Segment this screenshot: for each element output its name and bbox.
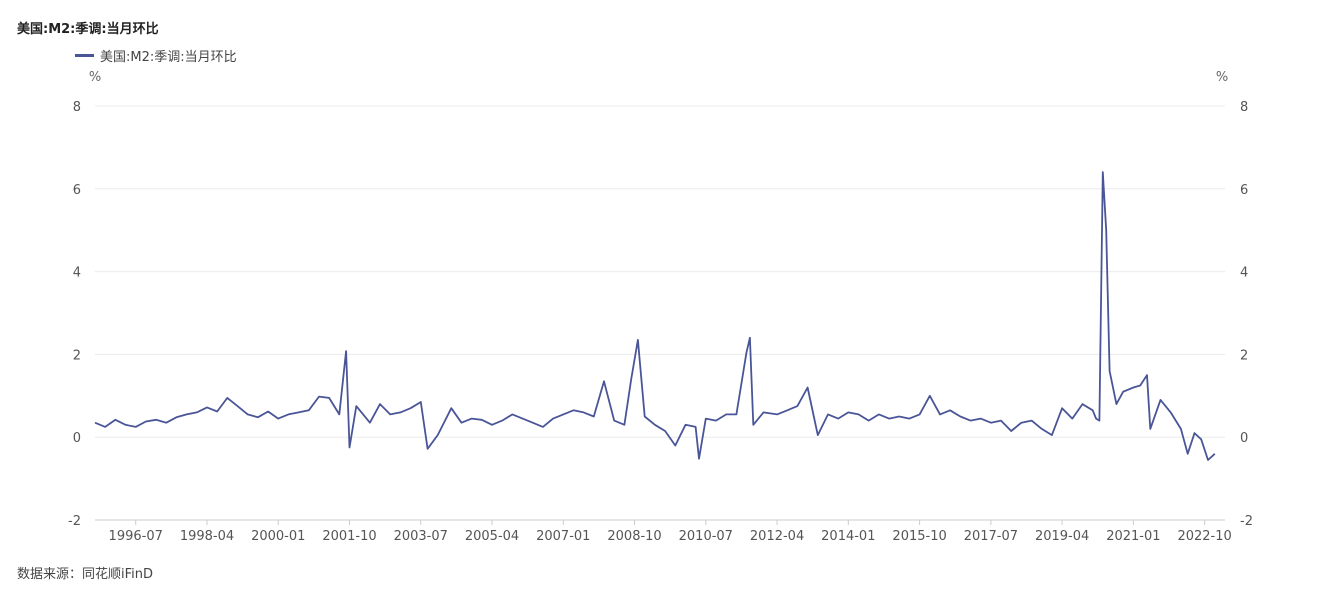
x-tick-label: 2010-07 bbox=[679, 529, 733, 544]
y-tick-label-right: 6 bbox=[1240, 183, 1248, 198]
x-tick-label: 2008-10 bbox=[607, 529, 661, 544]
y-tick-label-right: 4 bbox=[1240, 266, 1248, 281]
y-axis-right: % 8 6 4 2 0 -2 bbox=[1216, 70, 1253, 529]
x-tick-label: 2003-07 bbox=[394, 529, 448, 544]
x-tick-label: 1996-07 bbox=[109, 529, 163, 544]
x-tick-label: 2012-04 bbox=[750, 529, 804, 544]
y-tick-label-right: 8 bbox=[1240, 100, 1248, 115]
y-tick-label-left: 8 bbox=[73, 100, 81, 115]
y-unit-left: % bbox=[89, 70, 101, 85]
legend-swatch bbox=[75, 54, 94, 57]
y-unit-right: % bbox=[1216, 70, 1228, 85]
y-tick-label-left: 4 bbox=[73, 266, 81, 281]
x-axis: 1996-07 1998-04 2000-01 2001-10 2003-07 2005-… bbox=[109, 520, 1232, 544]
y-tick-label-right: 0 bbox=[1240, 431, 1248, 446]
y-tick-label-left: 6 bbox=[73, 183, 81, 198]
y-tick-label-left: 0 bbox=[73, 431, 81, 446]
x-tick-label: 2001-10 bbox=[322, 529, 376, 544]
x-tick-label: 2007-01 bbox=[536, 529, 590, 544]
x-tick-label: 2005-04 bbox=[465, 529, 519, 544]
x-tick-label: 2014-01 bbox=[821, 529, 875, 544]
y-axis-left: % 8 6 4 2 0 -2 bbox=[68, 70, 101, 529]
x-tick-label: 1998-04 bbox=[180, 529, 234, 544]
data-source: 数据来源：同花顺iFinD bbox=[17, 567, 154, 582]
x-tick-label: 2017-07 bbox=[964, 529, 1018, 544]
x-tick-label: 2015-10 bbox=[892, 529, 946, 544]
y-tick-label-left: 2 bbox=[73, 348, 81, 363]
x-tick-label: 2022-10 bbox=[1177, 529, 1231, 544]
x-tick-label: 2000-01 bbox=[251, 529, 305, 544]
y-tick-label-right: 2 bbox=[1240, 348, 1248, 363]
chart-title: 美国:M2:季调:当月环比 bbox=[17, 22, 159, 37]
y-tick-label-left: -2 bbox=[68, 514, 81, 529]
series-line bbox=[94, 171, 1216, 461]
chart-legend[interactable]: 美国:M2:季调:当月环比 bbox=[75, 46, 237, 65]
x-tick-label: 2021-01 bbox=[1106, 529, 1160, 544]
x-tick-label: 2019-04 bbox=[1035, 529, 1089, 544]
y-tick-label-right: -2 bbox=[1240, 514, 1253, 529]
legend-label: 美国:M2:季调:当月环比 bbox=[100, 50, 237, 65]
grid-lines bbox=[95, 105, 1225, 521]
